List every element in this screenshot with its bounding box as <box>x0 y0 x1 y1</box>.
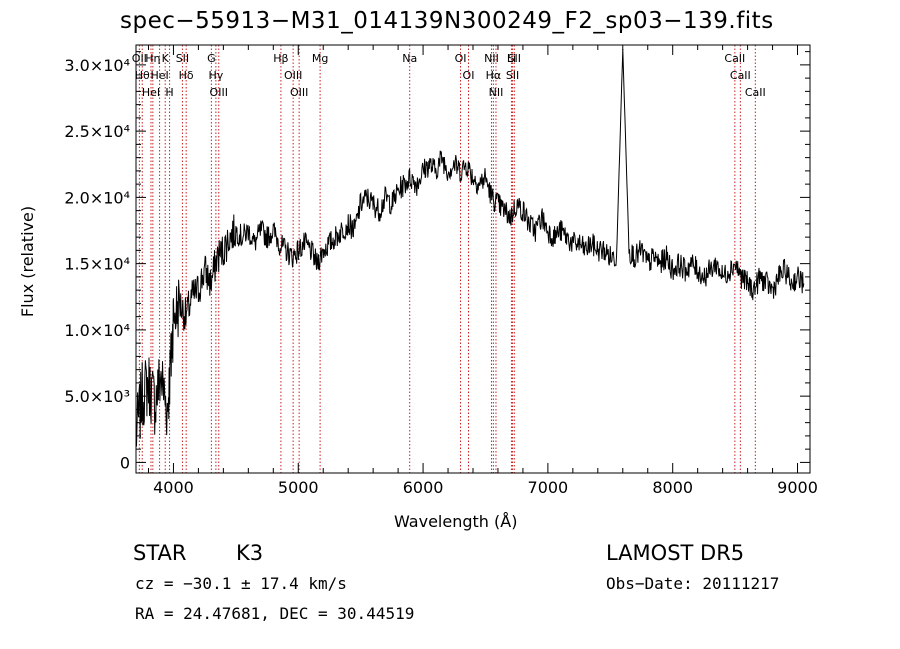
spectral-line-label: Hη <box>145 52 160 65</box>
spectral-line-label: HeI <box>142 86 160 99</box>
y-tick-label: 1.0×10⁴ <box>64 321 130 340</box>
spectral-line-label: Na <box>402 52 417 65</box>
object-class: STAR <box>133 541 187 565</box>
x-axis-label: Wavelength (Å) <box>394 512 518 531</box>
plot-axes: 4000 5000 6000 7000 8000 9000 0 5.0×10³ 1.0×10⁴ 1… <box>64 44 818 497</box>
redshift-velocity: cz = −30.1 ± 17.4 km/s <box>135 574 347 593</box>
spectral-line-label: K <box>162 52 170 65</box>
spectral-line-label: OI <box>455 52 467 65</box>
x-tick-label: 9000 <box>777 478 818 497</box>
spectral-line-label: OIII <box>290 86 308 99</box>
spectral-line-label: CaII <box>745 86 766 99</box>
plot-frame <box>135 44 811 474</box>
spectral-line-label: Mg <box>312 52 328 65</box>
y-tick-label: 1.5×10⁴ <box>64 255 130 274</box>
spectral-line-label: Hδ <box>179 69 194 82</box>
spectrum-line <box>135 48 805 447</box>
spectral-line-label: Li <box>507 52 516 65</box>
x-tick-label: 6000 <box>403 478 444 497</box>
x-tick-label: 5000 <box>278 478 319 497</box>
spectral-line-label: CaII <box>730 69 751 82</box>
y-tick-label: 5.0×10³ <box>64 387 130 406</box>
spectral-line-label: SII <box>508 52 521 65</box>
spectral-line-label: OIII <box>284 69 302 82</box>
spectral-line-label: OII <box>132 52 147 65</box>
spectral-line-label: SII <box>176 52 189 65</box>
spectrum-series <box>135 48 805 447</box>
spectral-line-label: G <box>207 52 216 65</box>
spectral-line-label: HeI <box>150 69 168 82</box>
spectral-line-label: CaII <box>724 52 745 65</box>
x-tick-label: 7000 <box>528 478 569 497</box>
object-subclass: K3 <box>236 541 264 565</box>
x-tick-label: 8000 <box>652 478 693 497</box>
y-tick-label: 2.0×10⁴ <box>64 188 130 207</box>
y-tick-label: 3.0×10⁴ <box>64 56 130 75</box>
x-tick-label: 4000 <box>153 478 194 497</box>
y-axis-label: Flux (relative) <box>18 205 38 318</box>
spectral-line-label: OIII <box>210 86 228 99</box>
survey-name: LAMOST DR5 <box>606 541 745 565</box>
spectral-line-label: Hγ <box>208 69 223 82</box>
spectral-line-label: Hθ <box>135 69 150 82</box>
spectral-line-label: OI <box>463 69 475 82</box>
observation-date: Obs−Date: 20111217 <box>606 574 780 593</box>
spectral-line-label: Hα <box>486 69 502 82</box>
y-tick-label: 0 <box>120 453 130 472</box>
spectral-line-label: H <box>165 86 173 99</box>
chart-title: spec−55913−M31_014139N300249_F2_sp03−139… <box>120 8 774 34</box>
coordinates: RA = 24.47681, DEC = 30.44519 <box>135 604 415 623</box>
spectral-line-label: SII <box>506 69 519 82</box>
y-tick-label: 2.5×10⁴ <box>64 122 130 141</box>
spectral-line-label: Hβ <box>273 52 288 65</box>
spectral-line-label: NII <box>489 86 504 99</box>
spectral-line-label: NII <box>484 52 499 65</box>
